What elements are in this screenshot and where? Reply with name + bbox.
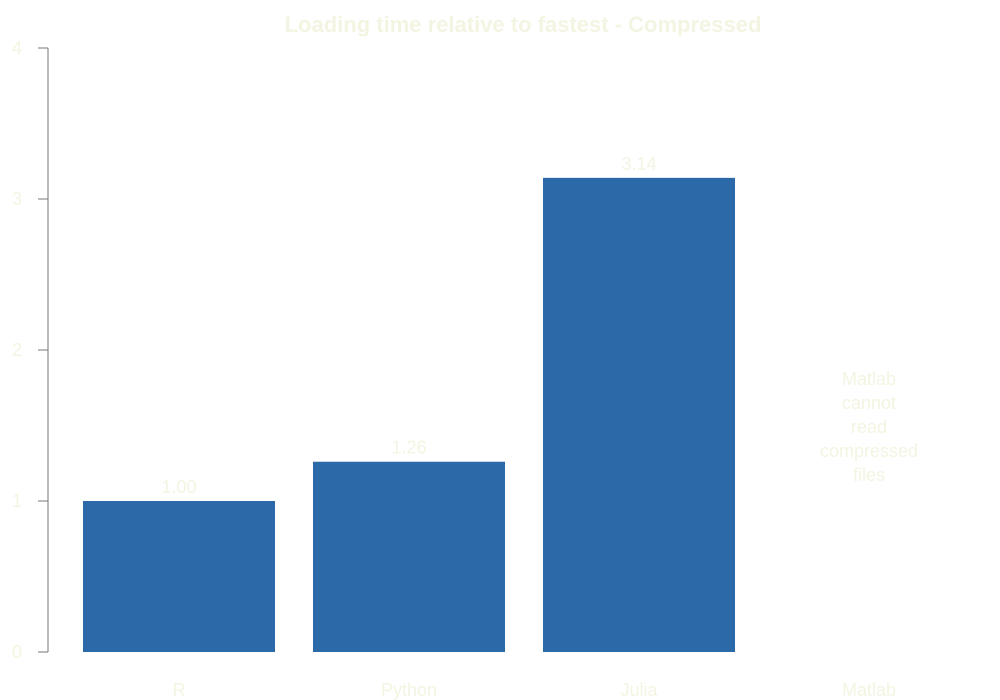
x-tick-label-matlab: Matlab bbox=[842, 680, 896, 700]
bar-python bbox=[313, 461, 505, 652]
annotation-line: read bbox=[851, 417, 887, 437]
x-tick-label-python: Python bbox=[381, 680, 437, 700]
y-tick-label: 0 bbox=[12, 642, 22, 662]
x-tick-label-r: R bbox=[173, 680, 186, 700]
y-tick-label: 2 bbox=[12, 340, 22, 360]
data-label-julia: 3.14 bbox=[621, 154, 656, 174]
bars-group bbox=[83, 177, 735, 653]
chart-title: Loading time relative to fastest - Compr… bbox=[285, 12, 762, 37]
data-label-python: 1.26 bbox=[391, 438, 426, 458]
annotation-line: compressed bbox=[820, 441, 918, 461]
data-labels-group: 1.00 1.26 3.14 bbox=[161, 154, 656, 497]
annotation-line: files bbox=[853, 465, 885, 485]
y-tick-label: 4 bbox=[12, 38, 22, 58]
bar-julia bbox=[543, 177, 735, 653]
annotations-group: Matlab cannot read compressed files bbox=[820, 369, 918, 485]
data-label-r: 1.00 bbox=[161, 477, 196, 497]
y-axis: 0 1 2 3 4 bbox=[12, 38, 49, 662]
x-tick-label-julia: Julia bbox=[620, 680, 658, 700]
y-tick-label: 1 bbox=[12, 491, 22, 511]
annotation-line: Matlab bbox=[842, 369, 896, 389]
y-tick-label: 3 bbox=[12, 189, 22, 209]
bar-r bbox=[83, 501, 275, 652]
annotation-line: cannot bbox=[842, 393, 896, 413]
x-tick-labels-group: R Python Julia Matlab bbox=[173, 680, 897, 700]
